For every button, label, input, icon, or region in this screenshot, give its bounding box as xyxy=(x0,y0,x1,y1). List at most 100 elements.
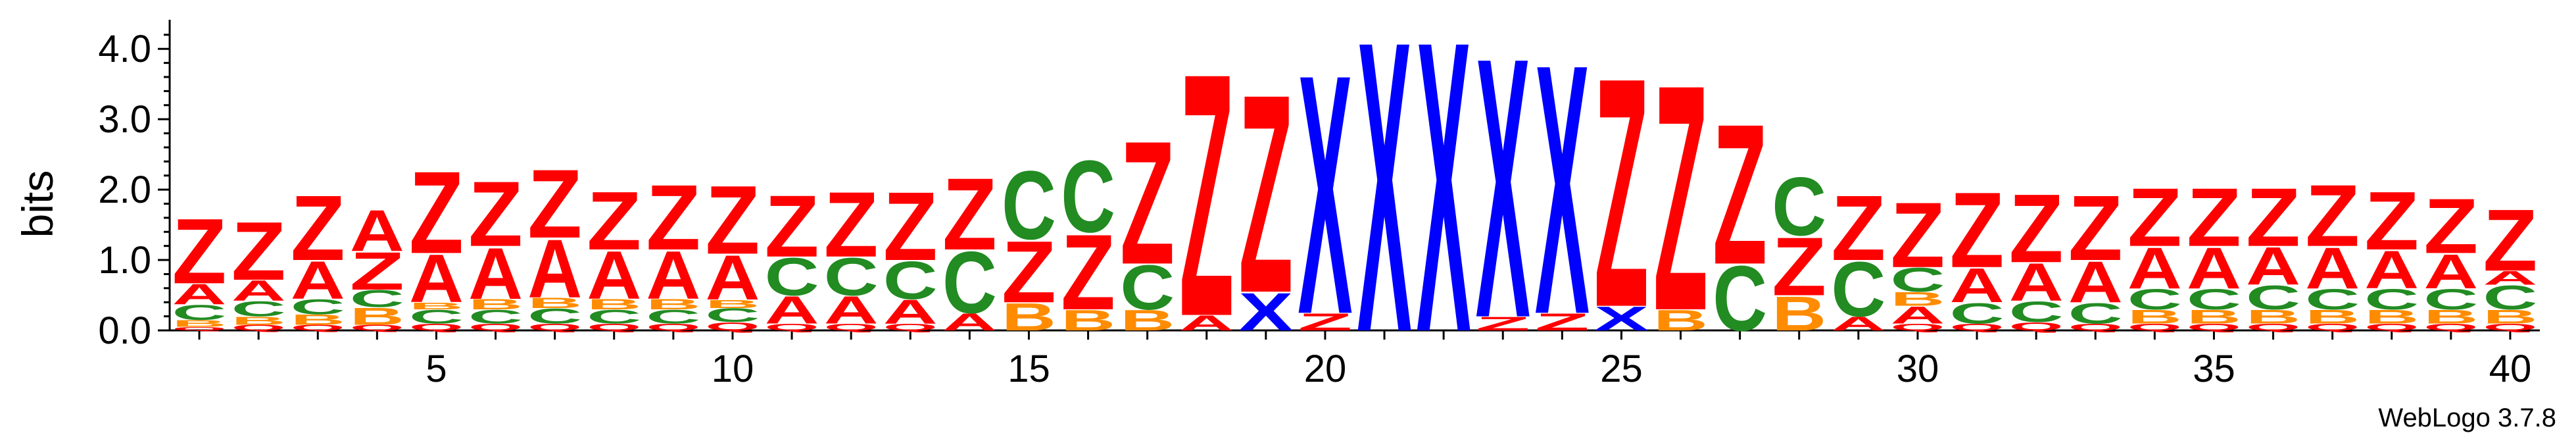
logo-letter-a: A xyxy=(2068,249,2123,315)
logo-letter-c: C xyxy=(527,304,582,328)
logo-letter-c: C xyxy=(765,247,819,307)
logo-glyphs: QBCAZQBCAZQBCAZQBCZAQCBAZQCBAZQCBAZQCBAZ… xyxy=(172,0,2538,419)
logo-letter-z: Z xyxy=(1061,212,1115,332)
logo-letter-b: B xyxy=(2364,305,2419,327)
logo-letter-c: C xyxy=(2127,283,2182,316)
logo-letter-b: B xyxy=(350,303,404,330)
logo-letter-z: Z xyxy=(172,200,227,303)
logo-letter-z: Z xyxy=(2127,170,2182,264)
logo-letter-c: C xyxy=(172,301,227,324)
logo-letter-c: C xyxy=(2009,296,2064,328)
logo-letter-a: A xyxy=(2483,267,2538,289)
logo-letter-b: B xyxy=(706,297,760,311)
logo-letter-z: Z xyxy=(2423,183,2478,270)
x-tick-label: 25 xyxy=(1600,348,1643,390)
logo-letter-z: Z xyxy=(2009,174,2064,284)
logo-letter-q: Q xyxy=(172,326,227,331)
logo-letter-c: C xyxy=(1891,261,1945,299)
logo-letter-z: Z xyxy=(1179,0,1234,388)
logo-letter-c: C xyxy=(1713,247,1767,351)
logo-letter-b: B xyxy=(1061,304,1115,337)
logo-letter-z: Z xyxy=(2364,174,2419,267)
logo-letter-x: X xyxy=(1298,4,1353,386)
logo-letter-q: Q xyxy=(350,323,404,332)
x-tick-label: 15 xyxy=(1008,348,1050,390)
logo-letter-a: A xyxy=(1950,258,2005,313)
x-tick-label: 35 xyxy=(2193,348,2235,390)
logo-letter-q: Q xyxy=(2068,322,2123,333)
logo-letter-a: A xyxy=(1831,313,1885,334)
logo-letter-c: C xyxy=(2068,297,2123,330)
logo-letter-z: Z xyxy=(883,172,938,281)
logo-letter-z: Z xyxy=(1002,222,1056,321)
logo-letter-c: C xyxy=(2364,283,2419,316)
logo-letter-b: B xyxy=(1120,304,1175,337)
logo-letter-z: Z xyxy=(2483,191,2538,290)
logo-letter-b: B xyxy=(1772,286,1826,341)
logo-letter-c: C xyxy=(468,305,523,327)
logo-letter-z: Z xyxy=(350,241,404,301)
logo-letter-b: B xyxy=(1002,296,1056,339)
logo-letter-q: Q xyxy=(883,322,938,333)
logo-letter-a: A xyxy=(350,197,404,263)
logo-letter-b: B xyxy=(1653,304,1708,337)
logo-letter-b: B xyxy=(172,318,227,329)
logo-letter-x: X xyxy=(1357,0,1412,419)
logo-letter-b: B xyxy=(646,296,700,313)
logo-letter-c: C xyxy=(646,305,700,327)
logo-letter-b: B xyxy=(1891,288,1945,310)
x-tick-label: 40 xyxy=(2489,348,2532,390)
logo-letter-z: Z xyxy=(527,149,582,259)
logo-letter-b: B xyxy=(587,296,641,313)
axes: 0.0 1.0 2.0 3.0 4.0 5 10 15 20 25 30 35 40 xyxy=(98,20,2540,390)
logo-letter-a: A xyxy=(2423,244,2478,299)
logo-letter-q: Q xyxy=(2246,322,2300,333)
logo-letter-a: A xyxy=(527,222,582,315)
logo-letter-z: Z xyxy=(2187,170,2241,264)
logo-letter-q: Q xyxy=(587,322,641,333)
logo-letter-b: B xyxy=(2127,305,2182,327)
logo-letter-q: Q xyxy=(2127,322,2182,333)
logo-letter-q: Q xyxy=(765,322,819,333)
logo-letter-b: B xyxy=(527,295,582,311)
logo-letter-c: C xyxy=(942,234,997,332)
logo-letter-a: A xyxy=(2187,235,2241,301)
logo-letter-z: Z xyxy=(291,177,345,280)
y-tick-label: 1.0 xyxy=(98,239,151,282)
logo-letter-c: C xyxy=(231,297,286,321)
logo-letter-z: Z xyxy=(2246,170,2300,264)
logo-letter-a: A xyxy=(824,288,879,332)
logo-letter-c: C xyxy=(1831,245,1885,333)
logo-letter-z: Z xyxy=(646,167,700,270)
logo-letter-b: B xyxy=(2423,305,2478,327)
logo-letter-x: X xyxy=(1594,300,1649,338)
x-tick-label: 10 xyxy=(712,348,754,390)
x-tick-label: 5 xyxy=(425,348,447,390)
logo-letter-q: Q xyxy=(291,323,345,332)
logo-letter-b: B xyxy=(231,315,286,328)
logo-letter-z: Z xyxy=(2305,167,2360,265)
logo-letter-c: C xyxy=(1950,297,2005,330)
logo-letter-a: A xyxy=(2364,240,2419,300)
logo-letter-a: A xyxy=(2127,235,2182,301)
logo-letter-z: Z xyxy=(765,177,819,276)
logo-letter-z: Z xyxy=(706,166,760,275)
logo-letter-q: Q xyxy=(1891,322,1945,333)
logo-letter-a: A xyxy=(646,238,700,314)
logo-letter-z: Z xyxy=(942,157,997,271)
logo-letter-z: Z xyxy=(824,173,879,276)
logo-letter-b: B xyxy=(468,296,523,313)
logo-letter-x: X xyxy=(1535,0,1590,389)
logo-letter-q: Q xyxy=(527,322,582,333)
logo-letter-z: Z xyxy=(1950,170,2005,290)
logo-letter-q: Q xyxy=(231,323,286,332)
logo-letter-z: Z xyxy=(1713,82,1767,306)
logo-letter-z: Z xyxy=(1772,220,1826,313)
logo-letter-c: C xyxy=(409,305,464,327)
logo-letter-c: C xyxy=(1002,151,1056,261)
logo-letter-a: A xyxy=(587,238,641,314)
logo-letter-z: Z xyxy=(1535,309,1590,336)
logo-letter-z: Z xyxy=(1120,104,1175,301)
logo-letter-c: C xyxy=(1772,161,1826,253)
logo-letter-q: Q xyxy=(824,322,879,333)
